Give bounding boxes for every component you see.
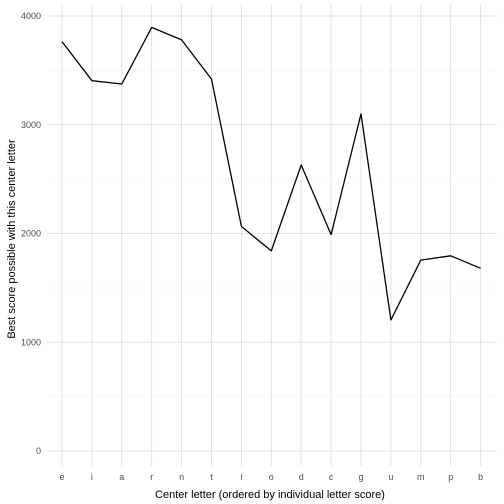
x-tick-label: e xyxy=(59,472,64,482)
x-tick-label: u xyxy=(388,472,393,482)
y-tick-label: 4000 xyxy=(21,11,41,21)
x-tick-label: o xyxy=(269,472,274,482)
x-tick-label: l xyxy=(240,472,242,482)
x-tick-label: r xyxy=(150,472,153,482)
series-line xyxy=(61,26,481,321)
x-tick-label: g xyxy=(358,472,363,482)
x-tick-label: d xyxy=(299,472,304,482)
y-axis-title: Best score possible with this center let… xyxy=(6,139,18,339)
x-tick-label: n xyxy=(179,472,184,482)
y-tick-label: 2000 xyxy=(21,229,41,239)
x-axis-title: Center letter (ordered by individual let… xyxy=(155,489,385,501)
y-tick-label: 3000 xyxy=(21,120,41,130)
y-tick-label: 1000 xyxy=(21,337,41,347)
x-tick-label: c xyxy=(329,472,334,482)
x-tick-label: m xyxy=(417,472,425,482)
x-tick-label: i xyxy=(91,472,93,482)
x-tick-label: a xyxy=(119,472,124,482)
y-tick-label: 0 xyxy=(36,446,41,456)
x-tick-label: t xyxy=(210,472,213,482)
x-tick-label: b xyxy=(478,472,483,482)
y-axis: 0 1000 2000 3000 4000 xyxy=(21,11,41,456)
x-tick-label: p xyxy=(448,472,453,482)
